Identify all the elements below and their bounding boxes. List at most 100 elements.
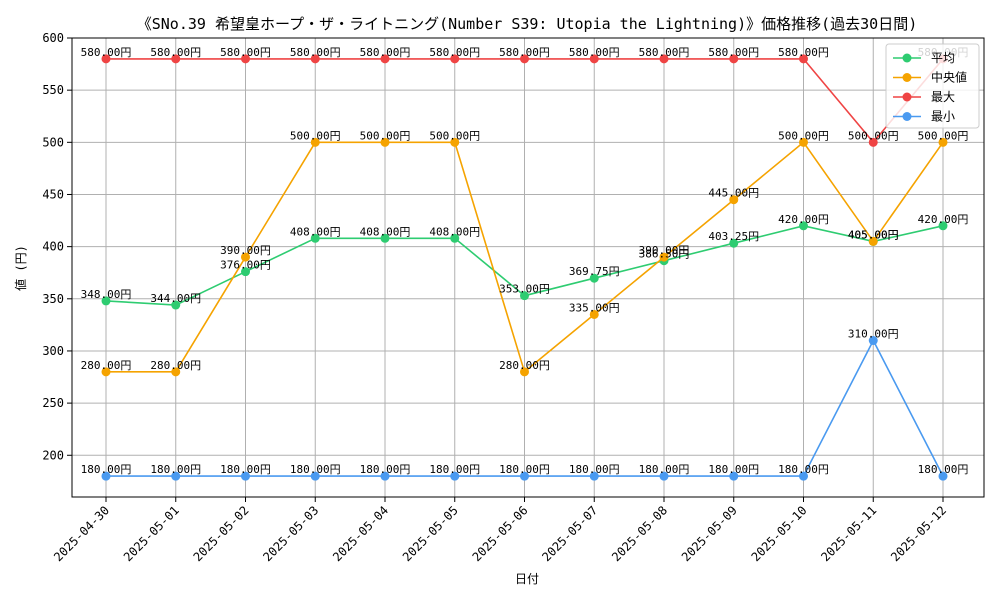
legend-label: 最小: [931, 110, 955, 124]
data-label: 376.00円: [220, 259, 271, 272]
data-label: 180.00円: [150, 463, 201, 476]
data-label: 180.00円: [778, 463, 829, 476]
series-layer: [101, 54, 948, 481]
data-label: 180.00円: [220, 463, 271, 476]
data-point: [450, 137, 460, 147]
chart-title: 《SNo.39 希望皇ホープ・ザ・ライトニング(Number S39: Utop…: [137, 15, 918, 33]
data-point: [938, 137, 948, 147]
data-point: [171, 300, 181, 310]
data-point: [380, 233, 390, 243]
data-point: [868, 137, 878, 147]
data-label: 580.00円: [429, 46, 480, 59]
data-label: 500.00円: [290, 129, 341, 142]
data-point: [241, 471, 250, 481]
data-label: 390.00円: [220, 244, 271, 257]
data-point: [589, 471, 599, 481]
data-point: [938, 221, 948, 231]
data-point: [938, 471, 948, 481]
data-point: [520, 54, 529, 64]
data-label: 500.00円: [918, 129, 969, 142]
y-tick-label: 350: [42, 292, 64, 306]
data-label: 408.00円: [290, 225, 341, 238]
data-labels-layer: 348.00円 344.00円 376.00円 408.00円 408.00円 408.0…: [81, 46, 969, 476]
data-label: 180.00円: [639, 463, 690, 476]
data-label: 180.00円: [290, 463, 341, 476]
data-point: [101, 471, 111, 481]
data-point: [659, 252, 669, 262]
data-point: [589, 54, 599, 64]
data-point: [171, 54, 181, 64]
data-label: 180.00円: [918, 463, 969, 476]
y-tick-label: 450: [42, 187, 64, 201]
data-point: [310, 137, 320, 147]
data-label: 420.00円: [918, 213, 969, 226]
data-point: [589, 309, 599, 319]
data-label: 369.75円: [569, 265, 620, 278]
data-label: 180.00円: [708, 463, 759, 476]
legend-label: 最大: [931, 90, 955, 104]
data-label: 390.00円: [639, 244, 690, 257]
data-label: 500.00円: [429, 129, 480, 142]
data-point: [241, 252, 250, 262]
data-label: 180.00円: [360, 463, 411, 476]
data-point: [799, 221, 808, 231]
data-point: [799, 471, 808, 481]
y-tick-label: 300: [42, 344, 64, 358]
data-point: [799, 54, 808, 64]
legend-label: 平均: [931, 51, 955, 65]
y-axis-label: 値 (円): [13, 245, 28, 291]
data-label: 580.00円: [360, 46, 411, 59]
legend-swatch-marker: [902, 73, 912, 82]
data-point: [310, 54, 320, 64]
data-point: [380, 137, 390, 147]
y-tick-label: 200: [42, 448, 64, 462]
data-point: [241, 267, 250, 277]
data-label: 500.00円: [360, 129, 411, 142]
data-label: 335.00円: [569, 301, 620, 314]
data-label: 445.00円: [708, 187, 759, 200]
data-point: [729, 195, 739, 205]
legend-swatch-marker: [902, 92, 912, 102]
data-point: [380, 471, 390, 481]
data-label: 405.00円: [848, 228, 899, 241]
data-point: [799, 137, 808, 147]
data-point: [310, 471, 320, 481]
data-label: 580.00円: [499, 46, 550, 59]
legend-label: 中央値: [931, 70, 967, 85]
data-label: 500.00円: [778, 129, 829, 142]
data-label: 280.00円: [150, 359, 201, 372]
data-point: [171, 471, 181, 481]
data-point: [101, 367, 111, 377]
y-tick-label: 600: [42, 31, 64, 45]
data-label: 580.00円: [708, 46, 759, 59]
data-label: 180.00円: [499, 463, 550, 476]
data-label: 580.00円: [220, 46, 271, 59]
data-label: 580.00円: [150, 46, 201, 59]
data-point: [520, 367, 529, 377]
data-label: 344.00円: [150, 292, 201, 305]
data-point: [729, 54, 739, 64]
data-point: [729, 238, 739, 248]
data-point: [171, 367, 181, 377]
data-point: [520, 471, 529, 481]
data-label: 180.00円: [429, 463, 480, 476]
data-point: [868, 236, 878, 246]
data-point: [380, 54, 390, 64]
data-label: 310.00円: [848, 328, 899, 341]
data-point: [659, 471, 669, 481]
data-label: 580.00円: [639, 46, 690, 59]
data-label: 580.00円: [569, 46, 620, 59]
data-label: 408.00円: [429, 225, 480, 238]
data-label: 280.00円: [81, 359, 132, 372]
data-point: [310, 233, 320, 243]
data-label: 408.00円: [360, 225, 411, 238]
data-label: 580.00円: [290, 46, 341, 59]
legend-box: [885, 43, 980, 129]
data-label: 180.00円: [81, 463, 132, 476]
data-label: 403.25円: [708, 230, 759, 243]
data-label: 353.00円: [499, 283, 550, 296]
legend-swatch-marker: [902, 112, 912, 121]
data-point: [659, 54, 669, 64]
